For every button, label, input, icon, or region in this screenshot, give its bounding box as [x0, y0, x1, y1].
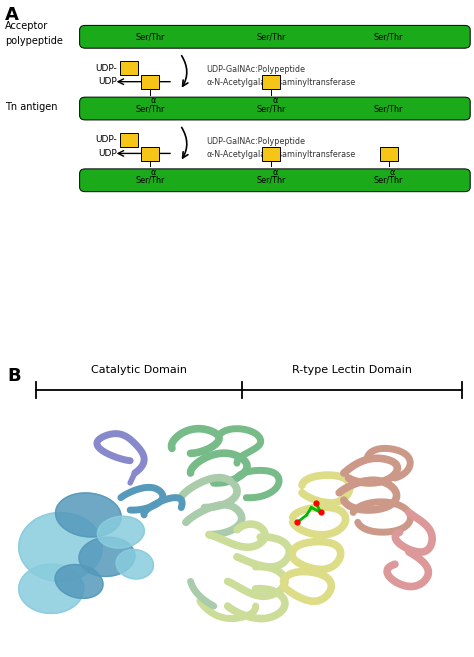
FancyBboxPatch shape — [262, 147, 280, 161]
Text: Acceptor: Acceptor — [5, 21, 48, 32]
Text: B: B — [7, 367, 21, 384]
Text: α: α — [272, 168, 278, 177]
FancyBboxPatch shape — [80, 169, 470, 192]
FancyBboxPatch shape — [80, 97, 470, 120]
FancyBboxPatch shape — [120, 61, 138, 75]
Polygon shape — [18, 564, 84, 614]
Text: UDP-: UDP- — [95, 64, 117, 72]
Text: Tn antigen: Tn antigen — [5, 102, 57, 112]
Text: A: A — [5, 5, 18, 24]
Polygon shape — [55, 564, 103, 599]
FancyBboxPatch shape — [141, 75, 159, 89]
Polygon shape — [116, 549, 154, 579]
Text: UDP: UDP — [98, 77, 117, 86]
Text: Ser/Thr: Ser/Thr — [135, 32, 164, 41]
Text: α: α — [272, 96, 278, 105]
Text: Ser/Thr: Ser/Thr — [256, 32, 286, 41]
Text: Ser/Thr: Ser/Thr — [256, 176, 286, 185]
Text: α: α — [151, 168, 156, 177]
FancyBboxPatch shape — [80, 26, 470, 48]
Text: UDP-: UDP- — [95, 135, 117, 145]
Polygon shape — [79, 537, 135, 576]
Text: R-type Lectin Domain: R-type Lectin Domain — [292, 365, 412, 375]
Text: UDP-GalNAc:Polypeptide: UDP-GalNAc:Polypeptide — [206, 66, 305, 74]
Text: UDP: UDP — [98, 149, 117, 158]
Polygon shape — [97, 516, 145, 548]
Text: Ser/Thr: Ser/Thr — [374, 176, 403, 185]
FancyBboxPatch shape — [141, 147, 159, 161]
Text: α: α — [334, 614, 344, 628]
Text: Ser/Thr: Ser/Thr — [374, 32, 403, 41]
Text: Catalytic Domain: Catalytic Domain — [91, 365, 187, 375]
Text: polypeptide: polypeptide — [5, 36, 63, 46]
Text: Ser/Thr: Ser/Thr — [374, 104, 403, 113]
Text: α-N-Acetylgalactosaminyltransferase: α-N-Acetylgalactosaminyltransferase — [206, 78, 356, 87]
Text: Ser/Thr: Ser/Thr — [256, 104, 286, 113]
Polygon shape — [55, 493, 121, 537]
Text: β: β — [353, 438, 363, 453]
Text: α: α — [151, 96, 156, 105]
Text: α: α — [390, 168, 395, 177]
FancyBboxPatch shape — [120, 133, 138, 147]
Text: γ: γ — [437, 530, 446, 545]
Text: UDP-GalNAc:Polypeptide: UDP-GalNAc:Polypeptide — [206, 137, 305, 146]
Polygon shape — [18, 512, 102, 581]
Text: α-N-Acetylgalactosaminyltransferase: α-N-Acetylgalactosaminyltransferase — [206, 150, 356, 159]
FancyBboxPatch shape — [262, 75, 280, 89]
Text: Ser/Thr: Ser/Thr — [135, 104, 164, 113]
Text: Ser/Thr: Ser/Thr — [135, 176, 164, 185]
FancyBboxPatch shape — [380, 147, 398, 161]
